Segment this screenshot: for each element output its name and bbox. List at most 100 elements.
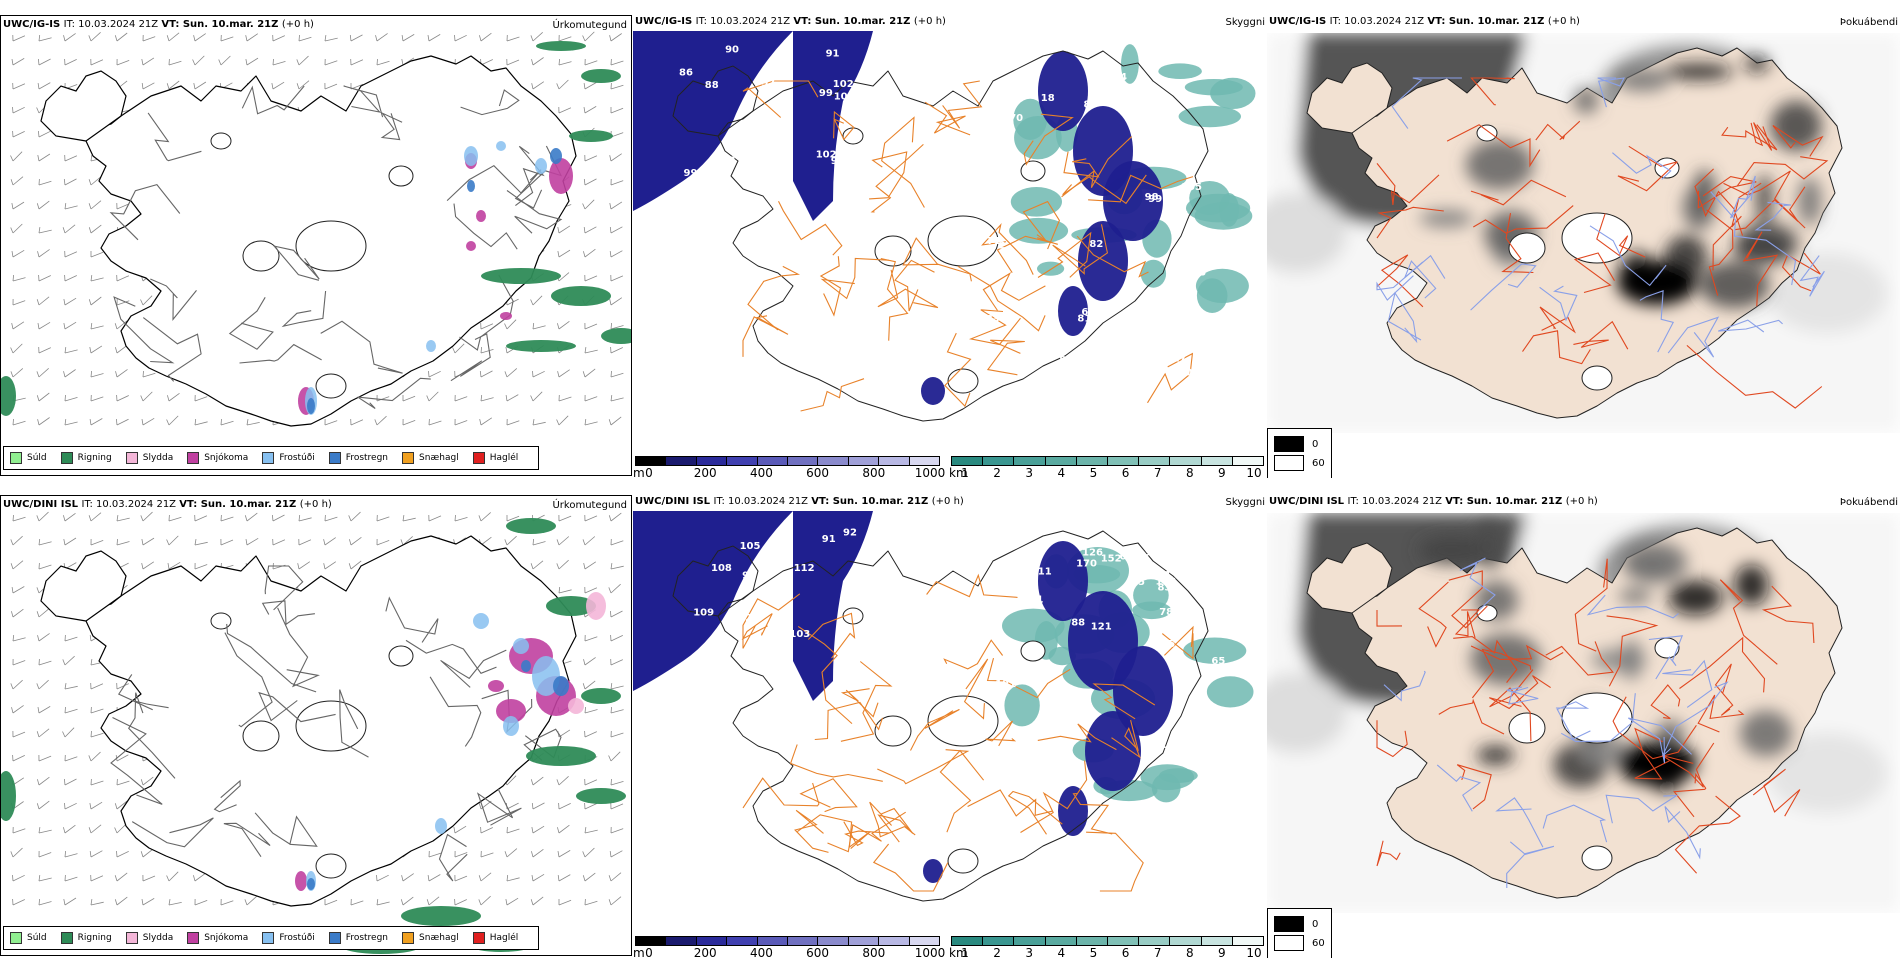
legend-swatch [1274, 436, 1304, 452]
fog-area [1419, 210, 1473, 228]
wind-barb [533, 32, 543, 41]
wind-barb [117, 897, 127, 905]
wind-barb-flag [115, 803, 117, 809]
wind-barb-flag [64, 299, 65, 305]
wind-barb-flag [583, 539, 585, 545]
wind-barb [585, 156, 597, 161]
wind-barb-flag [479, 875, 481, 881]
wind-barb [13, 848, 23, 857]
legend-swatch [402, 932, 414, 944]
wind-barb-flag [168, 563, 169, 569]
wind-barb-flag [583, 851, 585, 857]
wind-barb-flag [38, 251, 40, 257]
wind-barb [91, 513, 101, 521]
wind-barb-flag [585, 419, 586, 425]
wind-barb [195, 56, 204, 65]
colorbar-bin [1170, 457, 1201, 465]
colorbar-bin [1108, 457, 1139, 465]
valid-time: VT: Sun. 10.mar. 21Z [1427, 16, 1548, 27]
wind-barb-flag [583, 204, 585, 210]
field-blob [550, 148, 562, 164]
wind-barb [299, 37, 311, 41]
wind-barb [39, 83, 50, 89]
wind-barb [91, 201, 101, 209]
wind-barb-flag [531, 851, 533, 857]
wind-barb [429, 371, 441, 377]
wind-barb [117, 276, 129, 281]
wind-barb [143, 418, 154, 425]
cloud-base-value: 55 [1024, 758, 1038, 769]
wind-barb [585, 873, 595, 881]
legend-item: 60 [1274, 455, 1325, 471]
wind-barb-flag [505, 371, 507, 377]
wind-barb [39, 154, 50, 161]
cloud-base-value: 108 [1179, 368, 1200, 379]
wind-barb [117, 873, 127, 881]
wind-barb [39, 131, 51, 137]
colorbar-tick: 800 [862, 466, 885, 478]
wind-barb [39, 680, 49, 689]
wind-barb [39, 297, 49, 305]
wind-barb-flag [324, 563, 325, 569]
wind-barb [91, 346, 102, 353]
wind-barb-flag [64, 899, 65, 905]
wind-barb [39, 542, 52, 545]
wind-barb [585, 537, 595, 546]
cloud-base-value: 91 [822, 534, 836, 545]
wind-barb [611, 733, 623, 737]
wind-barb-flag [610, 227, 611, 233]
wind-barb [351, 60, 363, 65]
cloud-base-value: 88 [705, 80, 719, 91]
wind-barb-flag [89, 299, 91, 305]
model-name: UWC/IG-IS [3, 19, 64, 30]
colorbar-bin [1014, 937, 1045, 945]
lead-offset: (+0 h) [1566, 496, 1598, 507]
low-visibility-area [1195, 202, 1253, 229]
wind-barb-flag [90, 851, 91, 857]
legend-label: Rigning [78, 933, 112, 943]
colorbar-tick: 4 [1058, 946, 1066, 958]
field-blob [307, 878, 315, 890]
wind-barb-flag [63, 827, 65, 833]
cloud-base-value: 83 [1158, 582, 1172, 593]
fog-area [1740, 710, 1792, 756]
wind-barb-flag [401, 899, 403, 905]
wind-barb-flag [65, 419, 66, 425]
wind-barb-flag [532, 875, 533, 881]
wind-barb-flag [219, 60, 221, 66]
wind-barb [507, 849, 517, 857]
field-blob [426, 340, 436, 352]
wind-barb [611, 227, 622, 233]
precip-map [1, 16, 632, 476]
wind-barb [429, 875, 440, 882]
wind-barb [13, 421, 26, 425]
colorbar-bin [666, 937, 696, 945]
wind-barb-flag [533, 323, 534, 329]
field-blob [576, 788, 626, 804]
cloud-base-value: 112 [731, 613, 752, 624]
road-line [748, 266, 798, 330]
wind-barb [91, 684, 103, 689]
wind-barb [39, 609, 49, 617]
field-blob [401, 906, 481, 926]
wind-barb-flag [272, 515, 273, 521]
wind-barb [481, 896, 491, 905]
legend-label: Frostregn [346, 933, 388, 943]
wind-barb-flag [195, 419, 196, 425]
wind-barb-flag [13, 419, 14, 425]
wind-barb-flag [11, 348, 13, 354]
wind-barb [39, 633, 50, 641]
wind-barb [377, 61, 390, 65]
wind-barb-flag [89, 203, 91, 209]
legend-label: Snjókoma [204, 933, 248, 943]
wind-barb [585, 422, 598, 425]
wind-barb [221, 37, 233, 41]
road-line [925, 102, 970, 135]
wind-barb [533, 542, 546, 546]
colorbar-bin [1046, 457, 1077, 465]
colorbar-bin [983, 457, 1014, 465]
legend-label: 60 [1312, 458, 1325, 469]
glacier-outline [1509, 233, 1545, 263]
wind-barb [221, 517, 233, 521]
